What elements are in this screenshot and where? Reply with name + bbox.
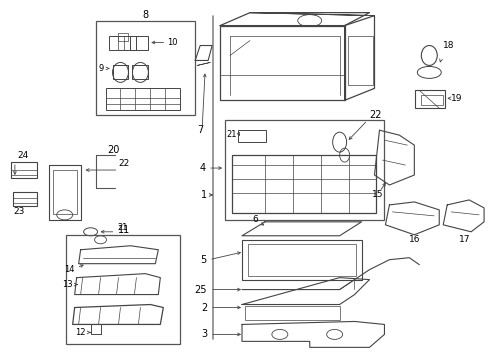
- Bar: [421, 95, 442, 105]
- Text: 9: 9: [98, 64, 103, 73]
- Bar: [95, 21, 195, 115]
- Text: 11: 11: [118, 225, 130, 235]
- Bar: [11, 162, 37, 178]
- Text: 22: 22: [369, 110, 381, 120]
- Bar: [224, 120, 384, 220]
- Text: 8: 8: [142, 10, 148, 20]
- Bar: [65, 235, 180, 345]
- Text: 5: 5: [200, 255, 206, 265]
- Text: 22: 22: [118, 158, 129, 167]
- Bar: [414, 90, 444, 108]
- Bar: [232, 155, 376, 213]
- Text: 21: 21: [117, 223, 128, 232]
- Bar: [132, 66, 148, 80]
- Text: 23: 23: [13, 207, 24, 216]
- Text: 2: 2: [201, 302, 207, 312]
- Text: 13: 13: [62, 280, 73, 289]
- Text: 20: 20: [107, 145, 120, 155]
- Bar: [130, 36, 148, 50]
- Text: 19: 19: [450, 94, 462, 103]
- Text: 24: 24: [17, 150, 28, 159]
- Text: 18: 18: [442, 41, 454, 50]
- Bar: [247, 244, 355, 276]
- Text: 7: 7: [197, 125, 203, 135]
- Text: 16: 16: [408, 235, 419, 244]
- Text: 4: 4: [200, 163, 206, 173]
- Bar: [13, 192, 37, 206]
- Bar: [238, 130, 265, 142]
- Text: 6: 6: [252, 215, 258, 224]
- Text: 25: 25: [194, 284, 207, 294]
- Text: 12: 12: [75, 328, 85, 337]
- Bar: [118, 32, 128, 41]
- Text: 14: 14: [64, 265, 75, 274]
- Bar: [108, 36, 136, 50]
- Text: 3: 3: [201, 329, 207, 339]
- Bar: [53, 170, 77, 214]
- Bar: [112, 66, 128, 80]
- Bar: [244, 306, 339, 320]
- Bar: [347, 36, 372, 85]
- Bar: [105, 88, 180, 110]
- Bar: [242, 240, 361, 280]
- Text: 17: 17: [458, 235, 470, 244]
- Text: 1: 1: [201, 190, 207, 200]
- Text: 21: 21: [226, 130, 237, 139]
- Text: 10: 10: [167, 38, 178, 47]
- Text: 15: 15: [371, 190, 383, 199]
